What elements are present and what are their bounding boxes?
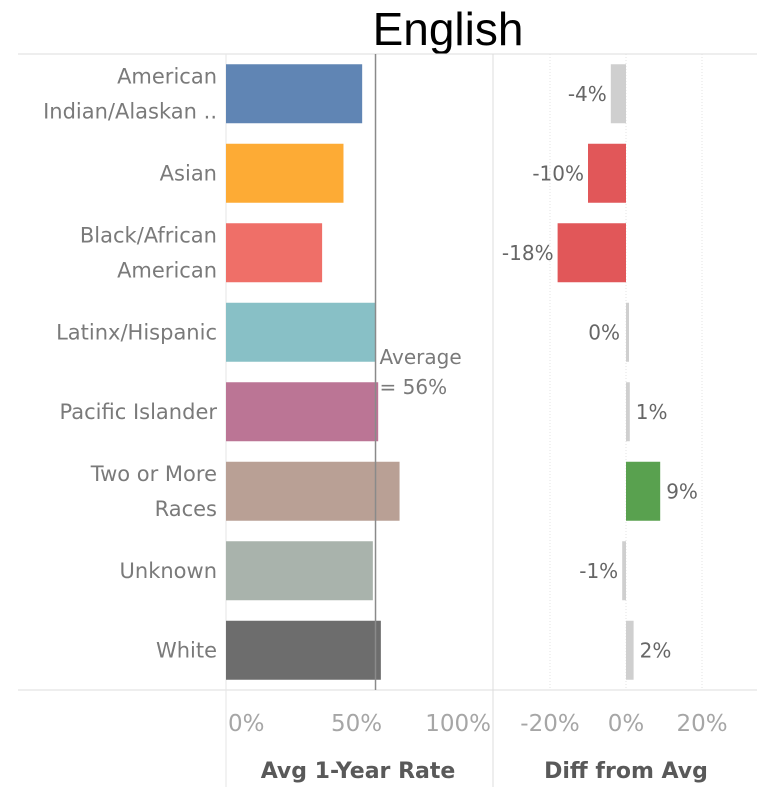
diff-tick-label: 20% (676, 711, 727, 737)
rate-tick-label: 50% (331, 711, 382, 737)
diff-bar (626, 302, 629, 362)
category-label: Black/African American (80, 223, 217, 282)
diff-data-label: 2% (640, 638, 672, 662)
diff-data-label: 1% (636, 400, 668, 424)
rate-bar (226, 302, 376, 362)
diff-bar (626, 461, 661, 521)
category-label-line: Races (155, 497, 217, 521)
diff-data-label: 0% (588, 320, 620, 344)
rate-bar (226, 223, 323, 283)
diff-bar (557, 223, 626, 283)
rate-bar (226, 143, 344, 203)
category-label-line: White (156, 638, 217, 662)
diff-data-label: -18% (502, 241, 554, 265)
rate-bar (226, 64, 363, 124)
category-label-line: Unknown (120, 559, 217, 583)
diff-tick-label: -20% (520, 711, 579, 737)
category-label: Pacific Islander (60, 400, 218, 424)
category-label-line: Two or More (90, 462, 217, 486)
diff-bar (588, 143, 626, 203)
rate-tick-label: 0% (228, 711, 265, 737)
diff-axis-title: Diff from Avg (544, 759, 708, 784)
rate-bar (226, 382, 379, 442)
diff-bar (610, 64, 626, 124)
average-label-line: = 56% (380, 375, 448, 399)
category-label-line: Indian/Alaskan .. (43, 99, 217, 123)
rate-axis-title: Avg 1-Year Rate (261, 759, 456, 784)
category-label-line: Pacific Islander (60, 400, 218, 424)
diff-bar (626, 620, 634, 680)
diff-bar (626, 382, 630, 442)
rate-bar (226, 541, 373, 601)
category-label: Two or More Races (90, 462, 217, 521)
category-label-line: American (117, 258, 217, 282)
category-label: American Indian/Alaskan .. (43, 64, 217, 123)
category-label-line: American (117, 64, 217, 88)
rate-bar (226, 620, 381, 680)
average-label: Average = 56% (380, 345, 462, 399)
category-label: Asian (160, 161, 217, 185)
category-label: White (156, 638, 217, 662)
chart-title: English (373, 3, 524, 55)
category-label-line: Black/African (80, 223, 217, 247)
average-label-line: Average (380, 345, 462, 369)
diff-data-label: -1% (579, 559, 618, 583)
rate-bar (226, 461, 400, 521)
diff-data-label: -10% (532, 161, 584, 185)
category-label: Latinx/Hispanic (56, 320, 217, 344)
diff-tick-label: 0% (608, 711, 645, 737)
category-label-line: Asian (160, 161, 217, 185)
diff-data-label: -4% (568, 82, 607, 106)
category-label: Unknown (120, 559, 217, 583)
rate-tick-label: 100% (425, 711, 491, 737)
diff-data-label: 9% (666, 479, 698, 503)
diff-bar (622, 541, 626, 601)
category-label-line: Latinx/Hispanic (56, 320, 217, 344)
